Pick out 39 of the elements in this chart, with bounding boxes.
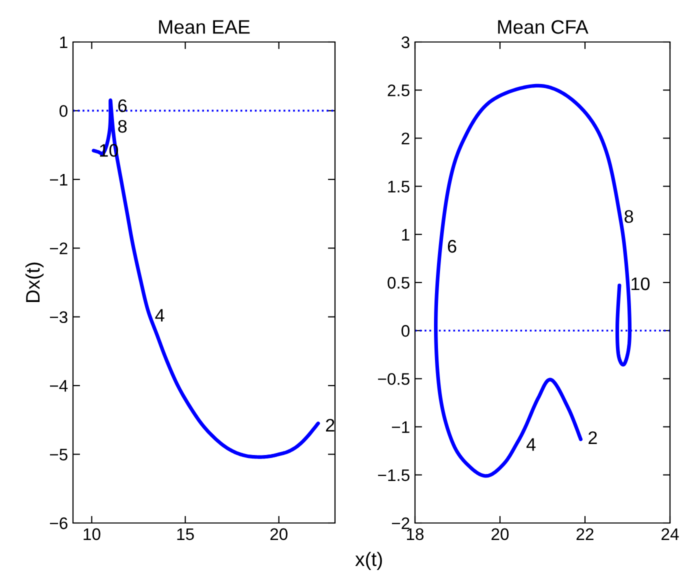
y-tick-label: −3	[50, 311, 68, 324]
annotation: 6	[448, 240, 456, 253]
y-tick-label: −2	[392, 517, 410, 530]
chart-title: Mean CFA	[498, 20, 588, 34]
annotation: 8	[624, 210, 634, 223]
y-tick-label: 0.5	[388, 276, 410, 289]
y-tick-label: −1.5	[378, 469, 410, 482]
annotation: 2	[588, 431, 597, 444]
y-tick-label: −4	[50, 380, 68, 392]
annotation: 2	[326, 418, 334, 432]
x-tick-label: 15	[177, 528, 194, 540]
y-tick-label: 3	[402, 36, 410, 48]
y-tick-label: −2	[50, 242, 68, 254]
y-tick-label: 2.5	[388, 84, 410, 96]
y-tick-label: 1.5	[388, 180, 410, 193]
y-tick-label: 0	[402, 325, 410, 337]
y-tick-label: 1	[402, 228, 410, 240]
y-tick-label: 2	[402, 132, 410, 144]
x-tick-label: 20	[492, 528, 509, 540]
x-tick-label: 10	[84, 528, 100, 540]
x-tick-label: 18	[407, 528, 424, 540]
y-tick-label: 0	[60, 105, 68, 117]
x-tick-label: 24	[662, 528, 679, 540]
annotation: 4	[155, 309, 164, 322]
y-tick-label: −6	[50, 517, 68, 530]
y-tick-label: −1	[50, 174, 68, 186]
y-axis-title: Dx(t)	[25, 262, 44, 302]
x-tick-label: 22	[576, 528, 594, 540]
annotation: 4	[526, 438, 536, 451]
y-tick-label: −1	[392, 421, 410, 433]
x-axis-title: x(t)	[355, 552, 382, 570]
annotation: 8	[118, 120, 127, 133]
annotation: 6	[118, 99, 127, 112]
x-tick-label: 20	[270, 528, 288, 540]
chart-title: Mean EAE	[159, 20, 250, 34]
y-tick-label: −0.5	[378, 373, 410, 385]
annotation: 10	[632, 277, 650, 290]
y-tick-label: −5	[50, 448, 68, 460]
y-tick-label: 1	[60, 36, 68, 48]
